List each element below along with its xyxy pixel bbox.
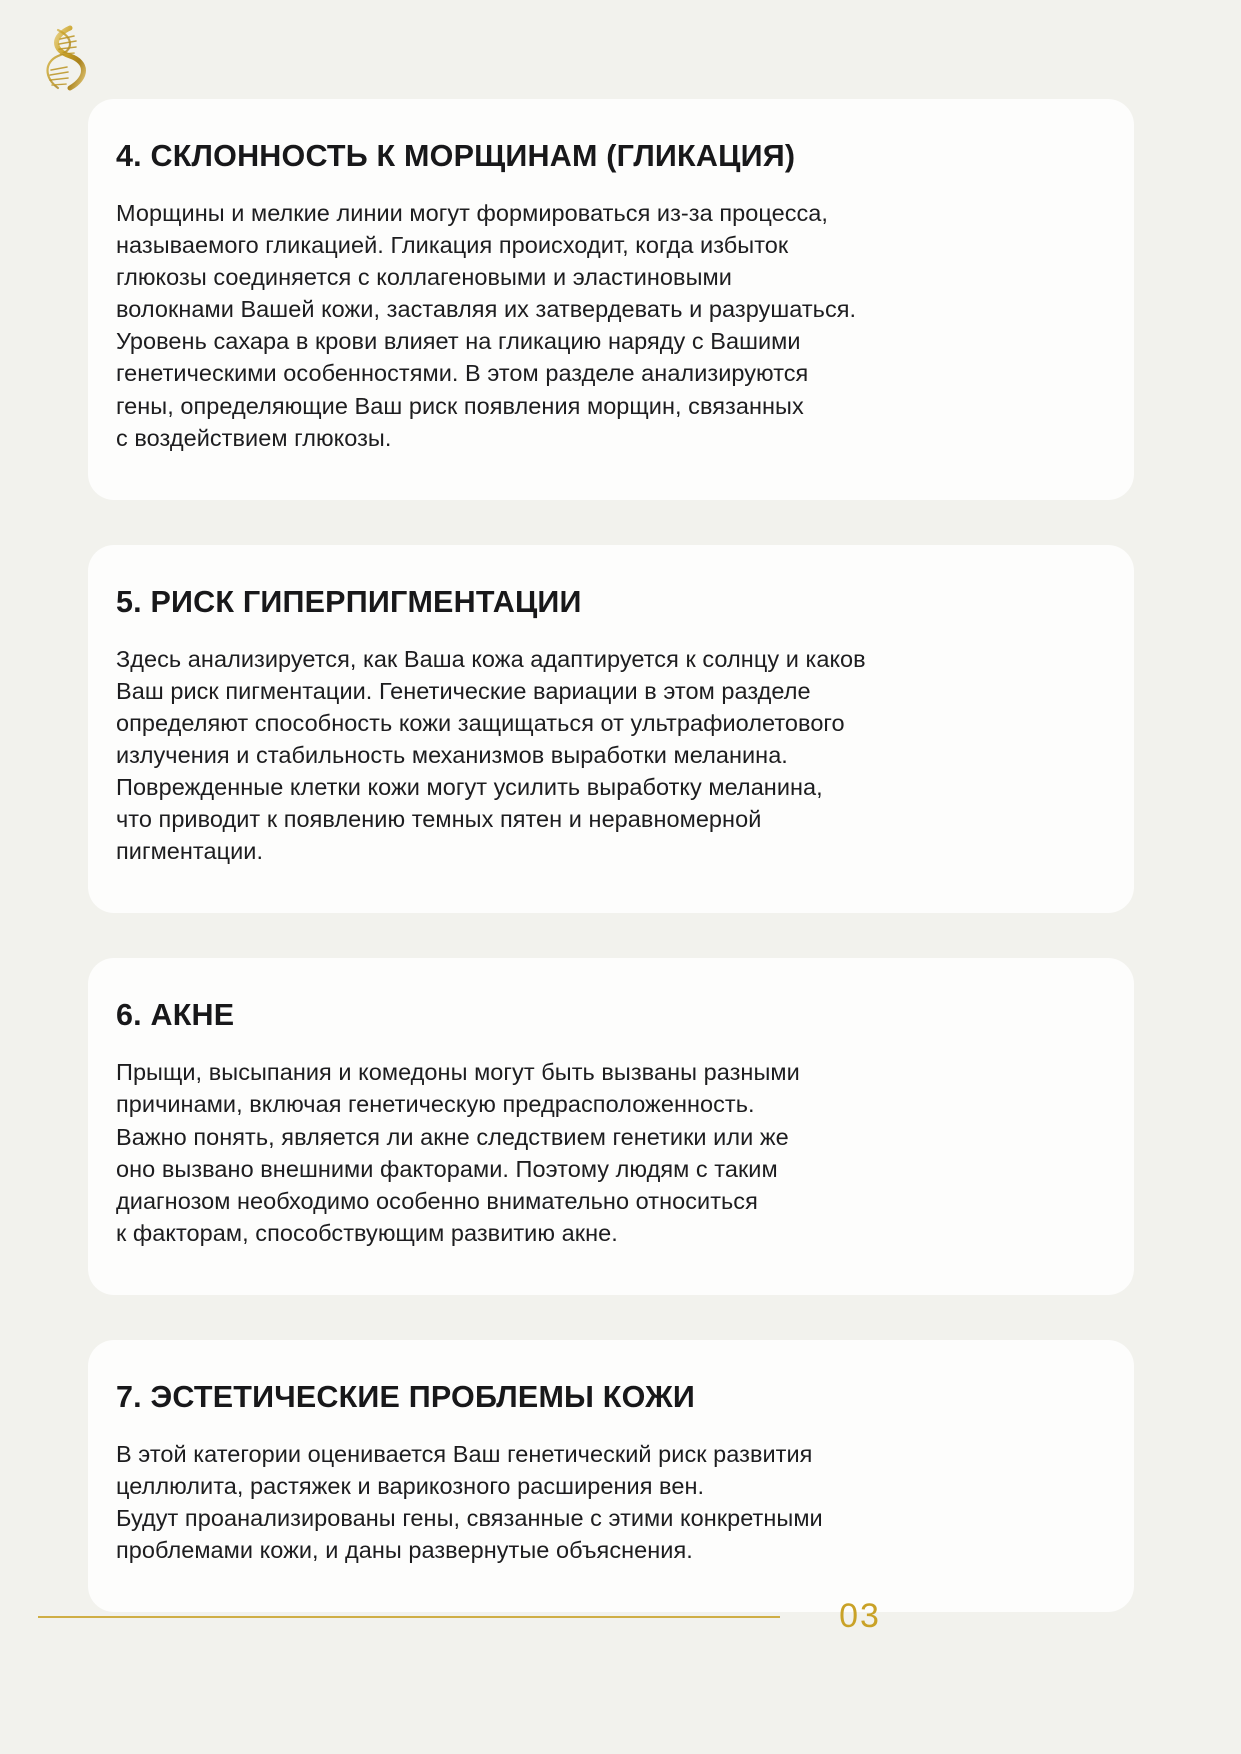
section-card-aesthetic-skin-problems: 7. ЭСТЕТИЧЕСКИЕ ПРОБЛЕМЫ КОЖИ В этой кат… <box>88 1339 1134 1613</box>
section-title: 5. РИСК ГИПЕРПИГМЕНТАЦИИ <box>116 584 582 619</box>
section-card-hyperpigmentation-risk: 5. РИСК ГИПЕРПИГМЕНТАЦИИ Здесь анализиру… <box>88 544 1134 914</box>
section-card-acne: 6. АКНЕ Прыщи, высыпания и комедоны могу… <box>88 958 1134 1295</box>
section-card-list: 4. СКЛОННОСТЬ К МОРЩИНАМ (ГЛИКАЦИЯ) Морщ… <box>88 99 1134 1613</box>
page-footer: 03 <box>0 1558 1241 1754</box>
section-title: 6. АКНЕ <box>116 998 235 1033</box>
section-body: Морщины и мелкие линии могут формировать… <box>116 200 857 451</box>
section-body: Прыщи, высыпания и комедоны могут быть в… <box>116 1059 800 1246</box>
page-number: 03 <box>839 1597 881 1635</box>
section-body: Здесь анализируется, как Ваша кожа адапт… <box>116 645 866 865</box>
section-title: 4. СКЛОННОСТЬ К МОРЩИНАМ (ГЛИКАЦИЯ) <box>116 139 796 173</box>
footer-divider <box>38 1616 780 1618</box>
dna-helix-icon <box>38 22 92 94</box>
section-body: В этой категории оценивается Ваш генетич… <box>116 1440 823 1564</box>
section-card-wrinkles-glycation: 4. СКЛОННОСТЬ К МОРЩИНАМ (ГЛИКАЦИЯ) Морщ… <box>88 99 1134 500</box>
section-title: 7. ЭСТЕТИЧЕСКИЕ ПРОБЛЕМЫ КОЖИ <box>116 1379 696 1414</box>
